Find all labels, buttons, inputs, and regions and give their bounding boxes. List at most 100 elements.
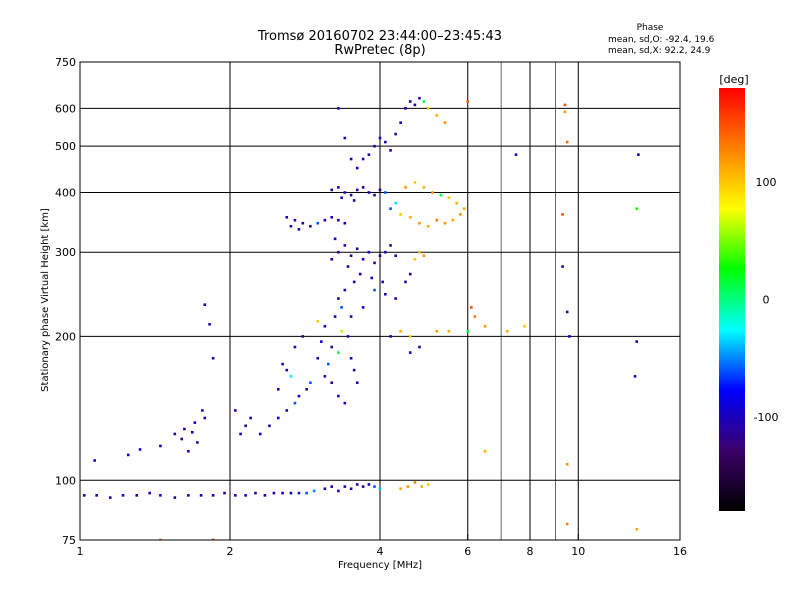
data-point (352, 368, 356, 372)
data-point (378, 487, 382, 491)
data-point (239, 432, 242, 436)
data-point (408, 335, 412, 338)
data-point (418, 221, 421, 225)
data-point (561, 213, 564, 216)
data-point (439, 193, 443, 197)
data-point (138, 448, 142, 451)
data-point (203, 416, 207, 420)
y-tick-label: 200 (55, 330, 76, 343)
data-point (451, 218, 455, 222)
colorbar-label: [deg] (719, 73, 748, 86)
data-point (187, 449, 190, 453)
data-point (367, 250, 371, 254)
data-point (358, 272, 362, 276)
data-point (384, 191, 387, 194)
data-point (561, 265, 564, 268)
data-point (301, 221, 305, 225)
data-point (408, 215, 412, 219)
data-point (466, 100, 470, 103)
x-tick-label: 6 (464, 545, 471, 558)
data-point (330, 345, 334, 349)
data-point (384, 292, 387, 296)
y-tick-label: 75 (62, 534, 76, 547)
data-point (244, 424, 247, 428)
data-point (234, 494, 237, 497)
x-tick-label: 2 (227, 545, 234, 558)
chart-title: Tromsø 20160702 23:44:00–23:45:43 (257, 29, 502, 44)
data-point (323, 487, 327, 491)
data-point (211, 538, 215, 540)
data-point (343, 221, 347, 225)
data-point (373, 144, 376, 148)
data-point (361, 157, 365, 161)
data-point (159, 494, 162, 497)
data-point (523, 324, 526, 328)
data-point (635, 207, 639, 210)
data-point (183, 427, 186, 431)
data-point (180, 437, 184, 441)
data-point (121, 494, 125, 497)
data-point (337, 250, 340, 254)
y-tick-label: 600 (55, 102, 76, 115)
y-tick-label: 750 (55, 56, 76, 69)
x-tick-label: 8 (527, 545, 534, 558)
data-point (340, 329, 343, 333)
data-point (254, 491, 257, 495)
data-point (330, 381, 334, 385)
data-point (389, 207, 392, 210)
data-point (211, 356, 215, 360)
data-point (95, 494, 98, 497)
data-point (316, 320, 320, 323)
data-point (337, 107, 340, 110)
data-point (435, 218, 439, 222)
data-point (312, 489, 316, 493)
data-point (565, 522, 569, 526)
data-point (268, 424, 271, 428)
data-point (337, 218, 340, 222)
data-point (408, 351, 412, 354)
data-point (394, 201, 397, 205)
y-tick-label: 100 (55, 474, 76, 487)
data-point (337, 489, 340, 493)
data-point (355, 188, 359, 192)
data-point (258, 432, 262, 436)
data-point (281, 362, 284, 366)
data-point (285, 368, 289, 372)
data-point (330, 215, 334, 219)
data-point (565, 463, 569, 466)
data-point (297, 228, 301, 231)
data-point (361, 186, 365, 189)
data-point (459, 213, 462, 216)
data-point (373, 261, 376, 265)
data-point (399, 121, 402, 124)
data-point (426, 107, 430, 110)
data-point (309, 224, 312, 228)
data-point (196, 441, 199, 444)
data-point (340, 196, 343, 200)
data-point (159, 538, 162, 540)
data-point (413, 181, 417, 184)
data-point (406, 485, 410, 488)
data-point (333, 315, 337, 318)
data-point (193, 421, 197, 424)
data-point (361, 257, 365, 261)
data-point (135, 494, 139, 497)
data-points (82, 96, 640, 540)
data-point (316, 356, 320, 360)
data-point (337, 394, 340, 398)
data-point (330, 188, 334, 192)
data-point (316, 221, 320, 225)
data-point (408, 100, 412, 103)
data-point (635, 527, 639, 531)
data-point (126, 453, 130, 457)
data-point (349, 157, 353, 161)
y-tick-label: 500 (55, 140, 76, 153)
data-point (426, 483, 430, 486)
data-point (323, 324, 327, 328)
data-point (413, 257, 417, 261)
data-point (505, 329, 509, 333)
data-point (349, 193, 353, 197)
data-point (420, 485, 423, 488)
data-point (343, 136, 347, 140)
data-point (297, 394, 301, 398)
